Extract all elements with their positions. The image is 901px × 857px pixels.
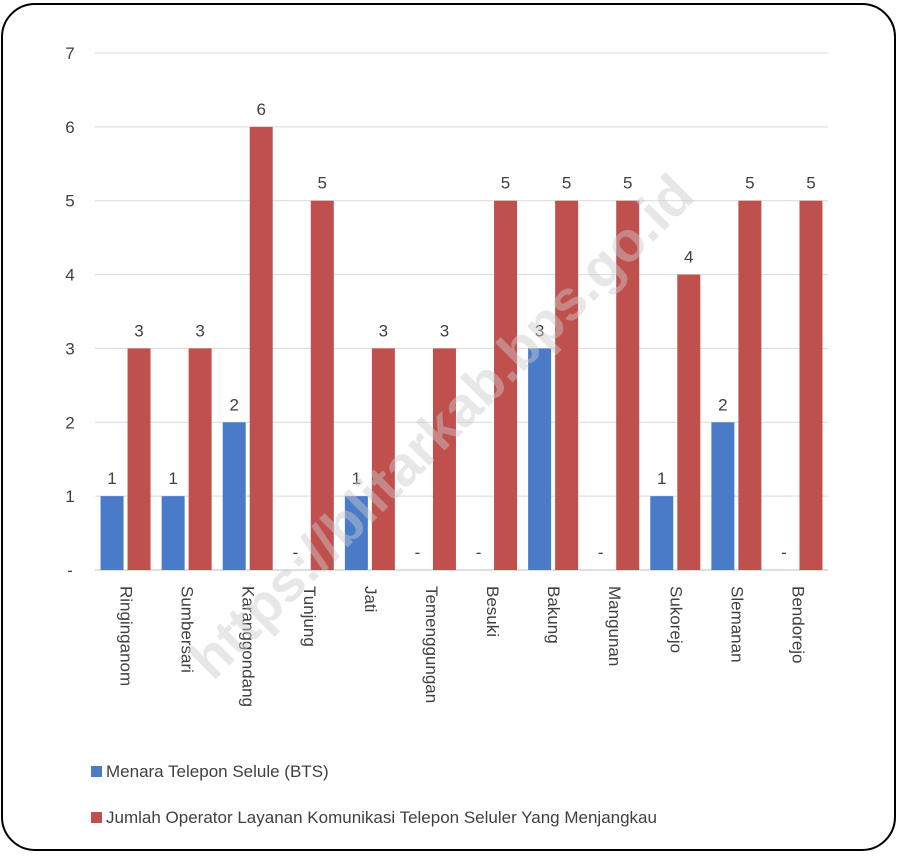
bar-operator	[371, 348, 395, 570]
bar-operator	[494, 200, 518, 570]
bar-bts	[528, 348, 552, 570]
x-tick-label: Temenggungan	[422, 586, 441, 703]
legend: Menara Telepon Selule (BTS) Jumlah Operat…	[91, 762, 657, 827]
bar-bts	[100, 496, 124, 570]
y-tick-label: 2	[65, 413, 74, 432]
x-tick-label: Tunjung	[300, 586, 319, 647]
x-tick-label: Slemanan	[727, 586, 746, 663]
bar-bts	[222, 422, 246, 570]
data-label-bts: -	[781, 543, 787, 562]
data-label-operator: 4	[684, 248, 693, 267]
data-label-bts: -	[476, 543, 482, 562]
x-tick-label: Ringinganom	[117, 586, 136, 686]
bar-bts	[344, 496, 368, 570]
bar-bts	[711, 422, 735, 570]
data-label-bts: 2	[229, 395, 238, 414]
bar-operator	[249, 126, 273, 570]
data-label-operator: 5	[806, 174, 815, 193]
bar-operator	[432, 348, 456, 570]
y-tick-label: -	[67, 561, 73, 580]
y-tick-label: 3	[65, 339, 74, 358]
x-tick-label: Jati	[361, 586, 380, 612]
x-tick-label: Karanggondang	[239, 586, 258, 707]
x-tick-label: Bakung	[544, 586, 563, 644]
bar-operator	[555, 200, 579, 570]
y-tick-label: 5	[65, 192, 74, 211]
y-tick-label: 6	[65, 118, 74, 137]
data-label-bts: 1	[107, 469, 116, 488]
y-tick-label: 4	[65, 266, 74, 285]
data-label-bts: 1	[657, 469, 666, 488]
data-label-operator: 3	[195, 321, 204, 340]
bar-operator	[677, 274, 701, 570]
x-tick-label: Bendorejo	[788, 586, 807, 664]
data-label-operator: 6	[256, 100, 265, 119]
data-label-operator: 3	[440, 321, 449, 340]
x-axis: Ringinganom Sumbersari Karanggondang Tunjun…	[117, 586, 808, 707]
data-label-bts: -	[598, 543, 604, 562]
data-label-operator: 5	[318, 174, 327, 193]
legend-label-bts: Menara Telepon Selule (BTS)	[106, 762, 329, 781]
x-tick-label: Sukorejo	[666, 586, 685, 653]
x-tick-label: Mangunan	[605, 586, 624, 666]
bar-operator	[188, 348, 212, 570]
data-label-bts: -	[415, 543, 421, 562]
legend-swatch-bts	[91, 766, 102, 777]
legend-swatch-operator	[91, 812, 102, 823]
bars	[100, 126, 823, 570]
bar-operator	[799, 200, 823, 570]
data-label-operator: 5	[501, 174, 510, 193]
data-label-operator: 3	[134, 321, 143, 340]
bar-bts	[650, 496, 674, 570]
bar-operator	[738, 200, 762, 570]
data-label-bts: 3	[535, 321, 544, 340]
data-label-operator: 5	[623, 174, 632, 193]
bar-bts	[161, 496, 185, 570]
y-axis: - 1 2 3 4 5 6 7	[65, 44, 74, 580]
bar-operator	[127, 348, 151, 570]
data-label-bts: 1	[352, 469, 361, 488]
y-tick-label: 7	[65, 44, 74, 63]
x-tick-label: Sumbersari	[178, 586, 197, 673]
data-label-operator: 5	[745, 174, 754, 193]
legend-label-operator: Jumlah Operator Layanan Komunikasi Telep…	[106, 808, 657, 827]
data-label-bts: -	[292, 543, 298, 562]
y-tick-label: 1	[65, 487, 74, 506]
data-label-operator: 5	[562, 174, 571, 193]
data-label-bts: 2	[718, 395, 727, 414]
x-tick-label: Besuki	[483, 586, 502, 637]
data-label-operator: 3	[379, 321, 388, 340]
data-label-bts: 1	[168, 469, 177, 488]
bar-operator	[616, 200, 640, 570]
gridlines	[95, 52, 828, 571]
bar-operator	[310, 200, 334, 570]
data-labels: 1 3 1 3 2 6 - 5 1 3 - 3 - 5 3 5 - 5 1 4 2 5 - 5	[107, 100, 815, 562]
